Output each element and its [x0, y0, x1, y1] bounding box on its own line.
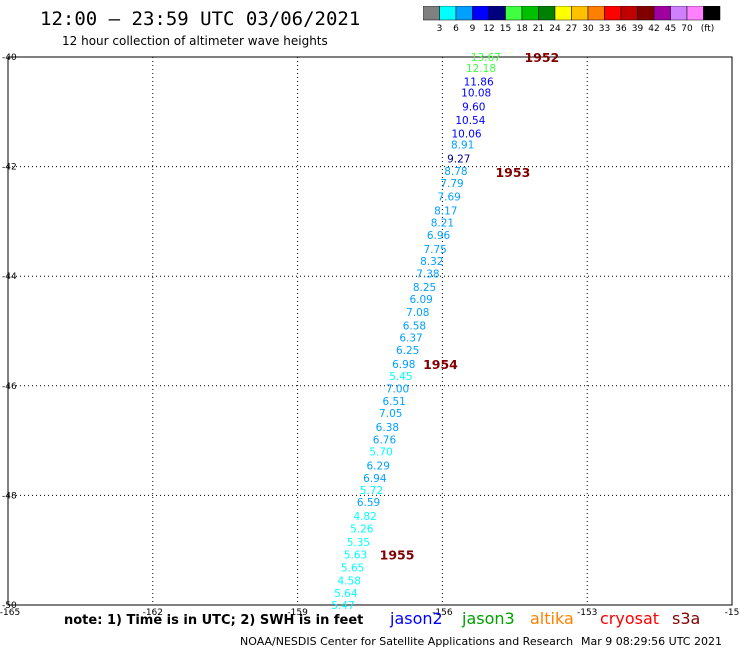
- color-scale-label: 36: [615, 24, 627, 34]
- wave-height-label: 11.86: [464, 77, 494, 89]
- color-scale-label: 70: [681, 24, 693, 34]
- wave-height-label: 13.67: [471, 52, 501, 64]
- wave-height-label: 5.70: [369, 447, 392, 459]
- wave-height-label: 10.06: [452, 129, 482, 141]
- wave-height-label: 6.37: [399, 333, 422, 345]
- color-scale-label: 27: [566, 24, 577, 34]
- x-tick-label: -165: [0, 608, 20, 618]
- wave-height-label: 10.54: [455, 115, 485, 127]
- wave-height-label: 5.63: [344, 550, 367, 562]
- color-scale-label: 9: [470, 24, 476, 34]
- color-swatch: [703, 6, 721, 21]
- satellite-label-s3a: s3a: [672, 609, 701, 628]
- x-tick-label: -15: [725, 608, 740, 618]
- color-scale-label: 12: [483, 24, 494, 34]
- wave-height-label: 7.08: [406, 307, 429, 319]
- wave-height-label: 5.45: [389, 371, 412, 383]
- y-tick-label: -44: [2, 272, 17, 282]
- wave-height-label: 7.79: [440, 178, 463, 190]
- wave-height-label: 4.82: [353, 511, 376, 523]
- wave-height-label: 9.27: [447, 153, 470, 165]
- credit-text: NOAA/NESDIS Center for Satellite Applica…: [240, 635, 574, 648]
- wave-height-label: 10.08: [461, 88, 491, 100]
- page-title: 12:00 – 23:59 UTC 03/06/2021: [40, 8, 361, 30]
- y-tick-label: -40: [2, 53, 17, 63]
- wave-height-label: 5.47: [331, 600, 354, 612]
- y-tick-label: -42: [2, 163, 17, 173]
- wave-height-label: 7.05: [379, 408, 402, 420]
- wave-height-label: 8.21: [431, 217, 454, 229]
- wave-height-label: 7.00: [386, 384, 409, 396]
- satellite-label-jason2: jason2: [390, 609, 443, 628]
- wave-height-label: 8.91: [451, 140, 474, 152]
- wave-height-label: 6.96: [427, 230, 451, 242]
- color-scale-label: 30: [582, 24, 594, 34]
- color-scale-label: 3: [437, 24, 443, 34]
- wave-height-label: 7.38: [416, 268, 439, 280]
- wave-height-label: 6.59: [357, 497, 380, 509]
- satellite-label-jason3: jason3: [462, 609, 515, 628]
- color-scale-label: 39: [632, 24, 644, 34]
- color-scale-label: 18: [516, 24, 528, 34]
- x-tick-label: -159: [287, 608, 308, 618]
- wave-height-label: 7.75: [423, 244, 446, 256]
- wave-height-label: 9.60: [462, 101, 485, 113]
- wave-height-label: 8.32: [420, 256, 443, 268]
- wave-height-label: 6.51: [382, 396, 405, 408]
- wave-height-label: 8.17: [434, 205, 457, 217]
- color-scale-label: (ft): [701, 24, 715, 34]
- color-scale-label: 33: [599, 24, 610, 34]
- wave-height-label: 4.58: [338, 575, 361, 587]
- units-note: note: 1) Time is in UTC; 2) SWH is in fe…: [64, 613, 364, 628]
- wave-height-label: 6.25: [396, 345, 419, 357]
- wave-height-label: 6.09: [409, 294, 432, 306]
- wave-height-label: 7.69: [437, 192, 460, 204]
- wave-height-label: 12.18: [466, 63, 496, 75]
- color-scale-label: 21: [533, 24, 544, 34]
- color-scale-label: 15: [500, 24, 511, 34]
- color-scale-label: 24: [549, 24, 561, 34]
- wave-height-label: 6.58: [403, 321, 426, 333]
- wave-height-label: 6.76: [373, 435, 397, 447]
- y-tick-label: -46: [2, 382, 17, 392]
- wave-height-label: 5.72: [360, 485, 383, 497]
- time-label: 1952: [524, 50, 559, 65]
- wave-height-label: 6.94: [363, 473, 387, 485]
- page-subtitle: 12 hour collection of altimeter wave hei…: [62, 34, 328, 48]
- time-label: 1954: [423, 357, 458, 372]
- time-label: 1955: [380, 548, 415, 563]
- wave-height-label: 6.98: [392, 359, 415, 371]
- timestamp-text: Mar 9 08:29:56 UTC 2021: [581, 635, 722, 648]
- x-tick-label: -162: [143, 608, 163, 618]
- plot-frame: [7, 56, 733, 606]
- time-label: 1953: [495, 165, 530, 180]
- x-tick-label: -156: [432, 608, 453, 618]
- x-tick-label: -153: [577, 608, 597, 618]
- wave-height-label: 5.26: [350, 523, 374, 535]
- color-scale-label: 45: [665, 24, 676, 34]
- wave-height-label: 5.65: [341, 563, 364, 575]
- wave-height-label: 6.38: [376, 422, 399, 434]
- color-scale-label: 42: [648, 24, 659, 34]
- wave-height-label: 5.35: [347, 537, 370, 549]
- wave-height-label: 8.25: [413, 282, 436, 294]
- satellite-label-altika: altika: [530, 609, 574, 628]
- y-tick-label: -48: [2, 491, 17, 501]
- color-scale-legend: 3 6 9 12 15 18 21 24 27 30 33 36 39 42 45 70 (ft): [423, 6, 721, 34]
- y-tick-label: -50: [2, 601, 17, 611]
- satellite-label-cryosat: cryosat: [600, 609, 660, 628]
- wave-height-label: 8.78: [444, 166, 467, 178]
- color-scale-label: 6: [453, 24, 459, 34]
- wave-height-label: 6.29: [367, 460, 390, 472]
- wave-height-label: 5.64: [334, 588, 358, 600]
